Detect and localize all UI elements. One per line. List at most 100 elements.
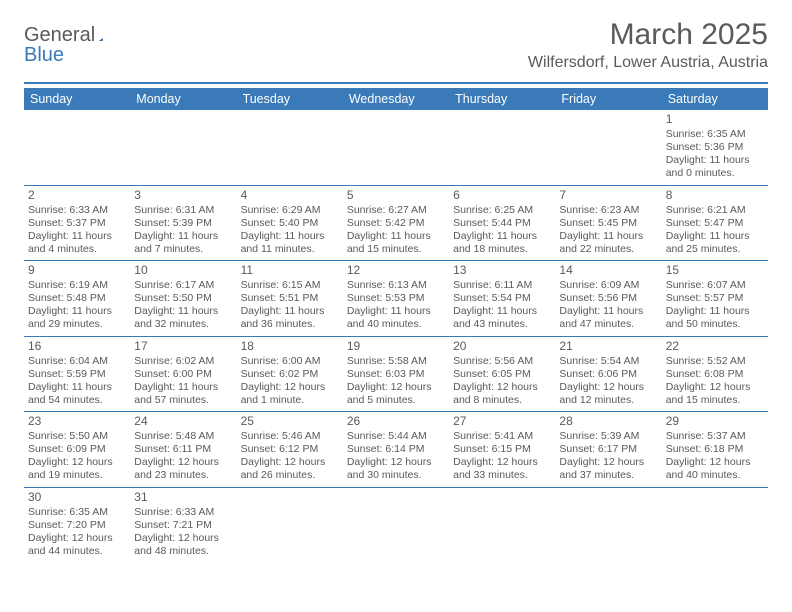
day-cell: 18Sunrise: 6:00 AMSunset: 6:02 PMDayligh… [237,336,343,412]
daylight-text: Daylight: 12 hours and 33 minutes. [453,456,551,482]
empty-cell [449,487,555,562]
day-header: Sunday [24,88,130,110]
daylight-text: Daylight: 12 hours and 12 minutes. [559,381,657,407]
day-number: 9 [28,263,126,278]
sunset-text: Sunset: 5:54 PM [453,292,551,305]
header: General March 2025 Wilfersdorf, Lower Au… [24,18,768,76]
sunset-text: Sunset: 5:42 PM [347,217,445,230]
sunset-text: Sunset: 6:03 PM [347,368,445,381]
week-row: 2Sunrise: 6:33 AMSunset: 5:37 PM Daylight… [24,185,768,261]
day-cell: 28Sunrise: 5:39 AMSunset: 6:17 PMDayligh… [555,412,661,488]
day-header: Friday [555,88,661,110]
day-header: Tuesday [237,88,343,110]
day-number: 23 [28,414,126,429]
calendar-table: SundayMondayTuesdayWednesdayThursdayFrid… [24,88,768,562]
day-header: Thursday [449,88,555,110]
day-cell: 26Sunrise: 5:44 AMSunset: 6:14 PMDayligh… [343,412,449,488]
daylight-text: Daylight: 11 hours and 29 minutes. [28,305,126,331]
day-number: 15 [666,263,764,278]
daylight-text: Daylight: 12 hours and 30 minutes. [347,456,445,482]
daylight-text: Daylight: 11 hours and 47 minutes. [559,305,657,331]
day-number: 27 [453,414,551,429]
daylight-text: Daylight: 11 hours and 43 minutes. [453,305,551,331]
sunrise-text: Sunrise: 6:35 AM [666,128,764,141]
daylight-text: Daylight: 11 hours and 25 minutes. [666,230,764,256]
sunset-text: Sunset: 6:14 PM [347,443,445,456]
day-number: 30 [28,490,126,505]
daylight-text: Daylight: 11 hours and 11 minutes. [241,230,339,256]
week-row: 1Sunrise: 6:35 AMSunset: 5:36 PMDaylight… [24,110,768,185]
sunset-text: Sunset: 5:53 PM [347,292,445,305]
day-number: 29 [666,414,764,429]
sunset-text: Sunset: 5:47 PM [666,217,764,230]
day-number: 12 [347,263,445,278]
sunrise-text: Sunrise: 6:19 AM [28,279,126,292]
header-row: SundayMondayTuesdayWednesdayThursdayFrid… [24,88,768,110]
sunrise-text: Sunrise: 5:54 AM [559,355,657,368]
title-block: March 2025 Wilfersdorf, Lower Austria, A… [528,18,768,76]
empty-cell [555,487,661,562]
day-cell: 30Sunrise: 6:35 AMSunset: 7:20 PMDayligh… [24,487,130,562]
day-cell: 2Sunrise: 6:33 AMSunset: 5:37 PMDaylight… [24,185,130,261]
day-number: 6 [453,188,551,203]
sunrise-text: Sunrise: 5:37 AM [666,430,764,443]
day-cell: 23Sunrise: 5:50 AMSunset: 6:09 PMDayligh… [24,412,130,488]
sunrise-text: Sunrise: 5:50 AM [28,430,126,443]
sunset-text: Sunset: 7:21 PM [134,519,232,532]
day-number: 2 [28,188,126,203]
day-cell: 7Sunrise: 6:23 AMSunset: 5:45 PMDaylight… [555,185,661,261]
sunrise-text: Sunrise: 5:46 AM [241,430,339,443]
sunrise-text: Sunrise: 5:56 AM [453,355,551,368]
sunrise-text: Sunrise: 6:27 AM [347,204,445,217]
sunrise-text: Sunrise: 6:23 AM [559,204,657,217]
day-number: 3 [134,188,232,203]
empty-cell [343,110,449,185]
empty-cell [343,487,449,562]
day-number: 17 [134,339,232,354]
day-cell: 5Sunrise: 6:27 AMSunset: 5:42 PMDaylight… [343,185,449,261]
sunrise-text: Sunrise: 5:41 AM [453,430,551,443]
day-cell: 12Sunrise: 6:13 AMSunset: 5:53 PMDayligh… [343,261,449,337]
sunset-text: Sunset: 5:37 PM [28,217,126,230]
sunset-text: Sunset: 6:00 PM [134,368,232,381]
daylight-text: Daylight: 11 hours and 18 minutes. [453,230,551,256]
day-cell: 1Sunrise: 6:35 AMSunset: 5:36 PMDaylight… [662,110,768,185]
sunset-text: Sunset: 5:45 PM [559,217,657,230]
day-number: 13 [453,263,551,278]
sunset-text: Sunset: 5:36 PM [666,141,764,154]
sunset-text: Sunset: 6:18 PM [666,443,764,456]
daylight-text: Daylight: 11 hours and 57 minutes. [134,381,232,407]
sunrise-text: Sunrise: 6:21 AM [666,204,764,217]
logo-text-2: Blue [24,44,64,67]
daylight-text: Daylight: 12 hours and 48 minutes. [134,532,232,558]
day-number: 14 [559,263,657,278]
day-cell: 20Sunrise: 5:56 AMSunset: 6:05 PMDayligh… [449,336,555,412]
sunrise-text: Sunrise: 6:33 AM [28,204,126,217]
sunrise-text: Sunrise: 6:25 AM [453,204,551,217]
sunset-text: Sunset: 5:50 PM [134,292,232,305]
sunrise-text: Sunrise: 6:09 AM [559,279,657,292]
week-row: 16Sunrise: 6:04 AMSunset: 5:59 PMDayligh… [24,336,768,412]
empty-cell [237,110,343,185]
daylight-text: Daylight: 12 hours and 44 minutes. [28,532,126,558]
day-cell: 29Sunrise: 5:37 AMSunset: 6:18 PMDayligh… [662,412,768,488]
day-cell: 11Sunrise: 6:15 AMSunset: 5:51 PMDayligh… [237,261,343,337]
day-cell: 24Sunrise: 5:48 AMSunset: 6:11 PMDayligh… [130,412,236,488]
day-cell: 9Sunrise: 6:19 AMSunset: 5:48 PMDaylight… [24,261,130,337]
day-header: Monday [130,88,236,110]
day-number: 28 [559,414,657,429]
empty-cell [662,487,768,562]
sunrise-text: Sunrise: 6:07 AM [666,279,764,292]
sunset-text: Sunset: 5:57 PM [666,292,764,305]
day-cell: 16Sunrise: 6:04 AMSunset: 5:59 PMDayligh… [24,336,130,412]
sunrise-text: Sunrise: 6:35 AM [28,506,126,519]
day-cell: 4Sunrise: 6:29 AMSunset: 5:40 PMDaylight… [237,185,343,261]
day-cell: 25Sunrise: 5:46 AMSunset: 6:12 PMDayligh… [237,412,343,488]
sunrise-text: Sunrise: 6:11 AM [453,279,551,292]
daylight-text: Daylight: 11 hours and 32 minutes. [134,305,232,331]
day-cell: 15Sunrise: 6:07 AMSunset: 5:57 PMDayligh… [662,261,768,337]
day-cell: 22Sunrise: 5:52 AMSunset: 6:08 PMDayligh… [662,336,768,412]
sunset-text: Sunset: 6:09 PM [28,443,126,456]
day-cell: 10Sunrise: 6:17 AMSunset: 5:50 PMDayligh… [130,261,236,337]
daylight-text: Daylight: 11 hours and 22 minutes. [559,230,657,256]
